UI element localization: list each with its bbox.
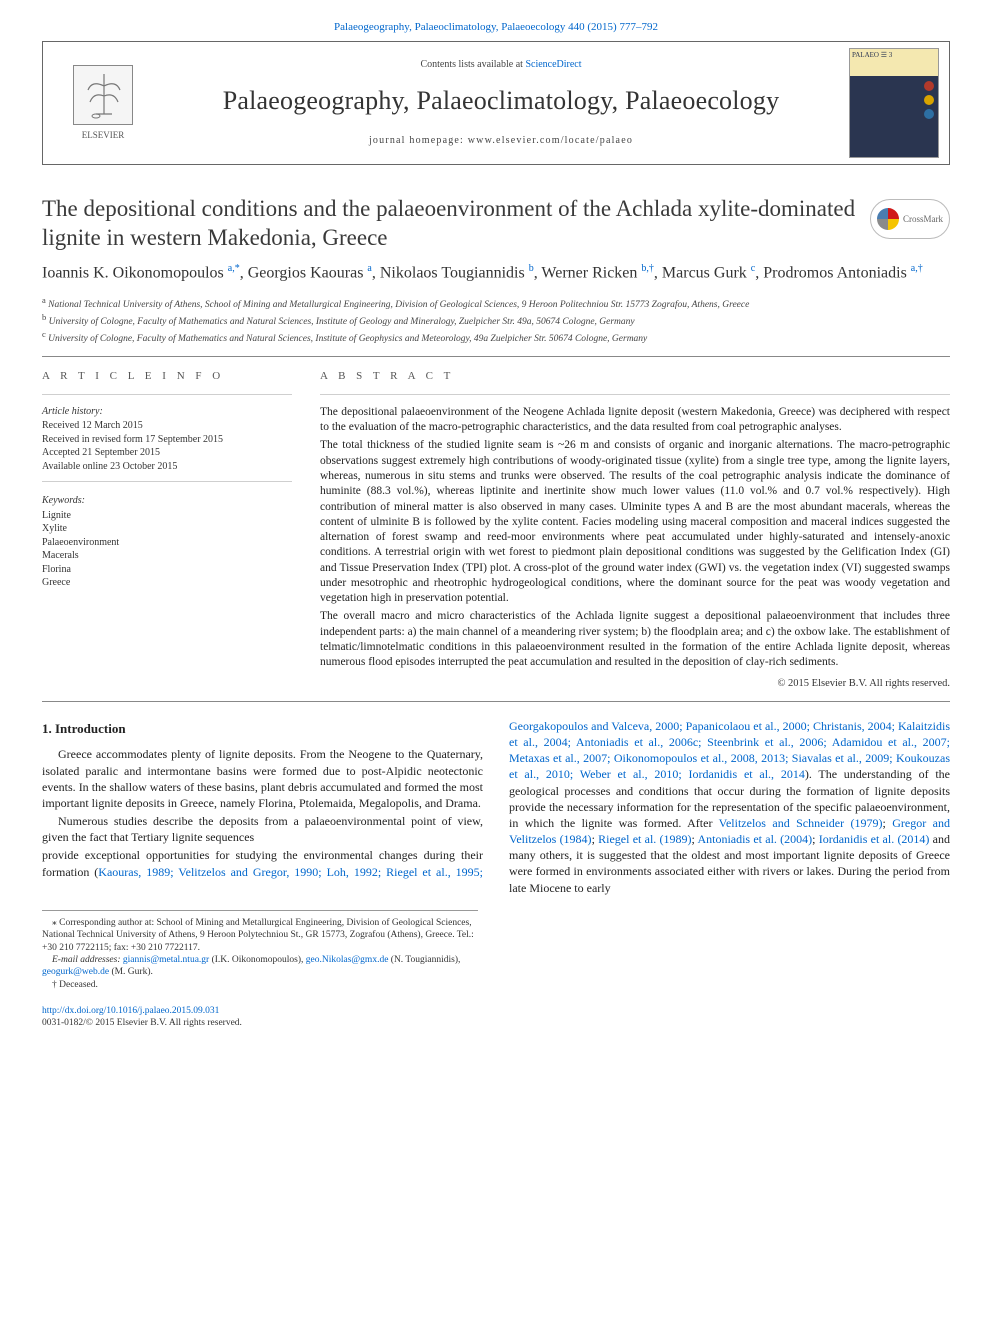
history-online: Available online 23 October 2015 <box>42 460 292 474</box>
abstract-col: A B S T R A C T The depositional palaeoe… <box>320 369 950 691</box>
ref-velitzelos-1979[interactable]: Velitzelos and Schneider (1979) <box>719 816 883 830</box>
ref-riegel-1989[interactable]: Riegel et al. (1989) <box>598 832 691 846</box>
article-title: The depositional conditions and the pala… <box>42 195 858 253</box>
doi-link[interactable]: http://dx.doi.org/10.1016/j.palaeo.2015.… <box>42 1006 219 1016</box>
keywords-label: Keywords: <box>42 494 292 508</box>
fn-emails-label: E-mail addresses: <box>52 955 123 965</box>
issn-line: 0031-0182/© 2015 Elsevier B.V. All right… <box>42 1017 950 1029</box>
elsevier-logo: ELSEVIER <box>53 53 153 153</box>
intro-p2: Numerous studies describe the deposits f… <box>42 813 483 845</box>
crossmark-badge[interactable]: CrossMark <box>870 199 950 239</box>
keywords-block: Keywords: Lignite Xylite Palaeoenvironme… <box>42 494 292 590</box>
affiliation-b-text: University of Cologne, Faculty of Mathem… <box>49 317 635 327</box>
ref-iordanidis-2014[interactable]: Iordanidis et al. (2014) <box>819 832 930 846</box>
fn-emails: E-mail addresses: giannis@metal.ntua.gr … <box>42 954 478 979</box>
journal-cover-thumb: PALAEO ☰ 3 <box>849 48 939 158</box>
journal-cover-cell: PALAEO ☰ 3 <box>839 42 949 164</box>
history-label: Article history: <box>42 405 292 419</box>
kw-3: Macerals <box>42 549 292 563</box>
cover-dot-3 <box>924 109 934 119</box>
sep-4: ; <box>812 832 819 846</box>
abstract-label: A B S T R A C T <box>320 369 950 384</box>
email-who-1: (I.K. Oikonomopoulos), <box>209 955 306 965</box>
rule-top <box>42 356 950 357</box>
cover-dots <box>924 81 934 119</box>
contents-prefix: Contents lists available at <box>420 59 525 70</box>
kw-1: Xylite <box>42 522 292 536</box>
cover-dot-2 <box>924 95 934 105</box>
article-info-col: A R T I C L E I N F O Article history: R… <box>42 369 292 691</box>
title-row: The depositional conditions and the pala… <box>42 195 950 253</box>
kw-0: Lignite <box>42 509 292 523</box>
affiliation-a: a National Technical University of Athen… <box>42 295 950 312</box>
abstract-p3: The overall macro and micro characterist… <box>320 609 950 670</box>
email-link-2[interactable]: geo.Nikolas@gmx.de <box>306 955 389 965</box>
info-two-col: A R T I C L E I N F O Article history: R… <box>42 369 950 691</box>
crossmark-label: CrossMark <box>903 213 943 225</box>
fn-corresponding: ⁎ Corresponding author at: School of Min… <box>42 917 478 954</box>
elsevier-tree-icon <box>73 65 133 125</box>
authors-line: Ioannis K. Oikonomopoulos a,*, Georgios … <box>42 262 950 285</box>
rule-abstract <box>320 394 950 395</box>
publisher-logo-cell: ELSEVIER <box>43 45 163 161</box>
ref-antoniadis-2004[interactable]: Antoniadis et al. (2004) <box>697 832 812 846</box>
journal-header: ELSEVIER Contents lists available at Sci… <box>42 41 950 165</box>
affiliation-c: c University of Cologne, Faculty of Math… <box>42 329 950 346</box>
elsevier-label: ELSEVIER <box>82 129 125 141</box>
cover-top-label: PALAEO ☰ 3 <box>852 51 892 59</box>
history-received: Received 12 March 2015 <box>42 419 292 433</box>
rule-info-2 <box>42 481 292 482</box>
intro-p1: Greece accommodates plenty of lignite de… <box>42 746 483 811</box>
section-number: 1. <box>42 721 52 736</box>
kw-2: Palaeoenvironment <box>42 536 292 550</box>
email-link-1[interactable]: giannis@metal.ntua.gr <box>123 955 209 965</box>
journal-issue-link[interactable]: Palaeogeography, Palaeoclimatology, Pala… <box>42 20 950 35</box>
section-title: Introduction <box>55 721 126 736</box>
affiliation-a-text: National Technical University of Athens,… <box>48 300 749 310</box>
kw-5: Greece <box>42 576 292 590</box>
abstract-copyright: © 2015 Elsevier B.V. All rights reserved… <box>320 677 950 691</box>
cover-dot-1 <box>924 81 934 91</box>
abstract-p1: The depositional palaeoenvironment of th… <box>320 405 950 436</box>
affiliation-b: b University of Cologne, Faculty of Math… <box>42 312 950 329</box>
sep-1: ; <box>883 816 893 830</box>
footer: http://dx.doi.org/10.1016/j.palaeo.2015.… <box>42 1005 950 1030</box>
article-history: Article history: Received 12 March 2015 … <box>42 405 292 474</box>
abstract-text: The depositional palaeoenvironment of th… <box>320 405 950 671</box>
history-revised: Received in revised form 17 September 20… <box>42 433 292 447</box>
fn-deceased: † Deceased. <box>42 979 478 991</box>
crossmark-icon <box>877 208 899 230</box>
journal-homepage: journal homepage: www.elsevier.com/locat… <box>169 134 833 148</box>
footnotes: ⁎ Corresponding author at: School of Min… <box>42 910 478 991</box>
journal-title: Palaeogeography, Palaeoclimatology, Pala… <box>169 83 833 118</box>
article-info-label: A R T I C L E I N F O <box>42 369 292 384</box>
body-columns: 1. Introduction Greece accommodates plen… <box>42 718 950 896</box>
history-accepted: Accepted 21 September 2015 <box>42 446 292 460</box>
email-who-3: (M. Gurk). <box>109 967 153 977</box>
rule-after-abstract <box>42 701 950 702</box>
abstract-p2: The total thickness of the studied ligni… <box>320 438 950 606</box>
rule-info-1 <box>42 394 292 395</box>
section-1-heading: 1. Introduction <box>42 720 483 738</box>
affiliation-c-text: University of Cologne, Faculty of Mathem… <box>48 334 647 344</box>
kw-4: Florina <box>42 563 292 577</box>
email-link-3[interactable]: geogurk@web.de <box>42 967 109 977</box>
affiliations: a National Technical University of Athen… <box>42 295 950 346</box>
header-center: Contents lists available at ScienceDirec… <box>163 50 839 156</box>
journal-issue-link-text[interactable]: Palaeogeography, Palaeoclimatology, Pala… <box>334 21 658 33</box>
contents-line: Contents lists available at ScienceDirec… <box>169 58 833 72</box>
sciencedirect-link[interactable]: ScienceDirect <box>525 59 581 70</box>
email-who-2: (N. Tougiannidis), <box>388 955 460 965</box>
